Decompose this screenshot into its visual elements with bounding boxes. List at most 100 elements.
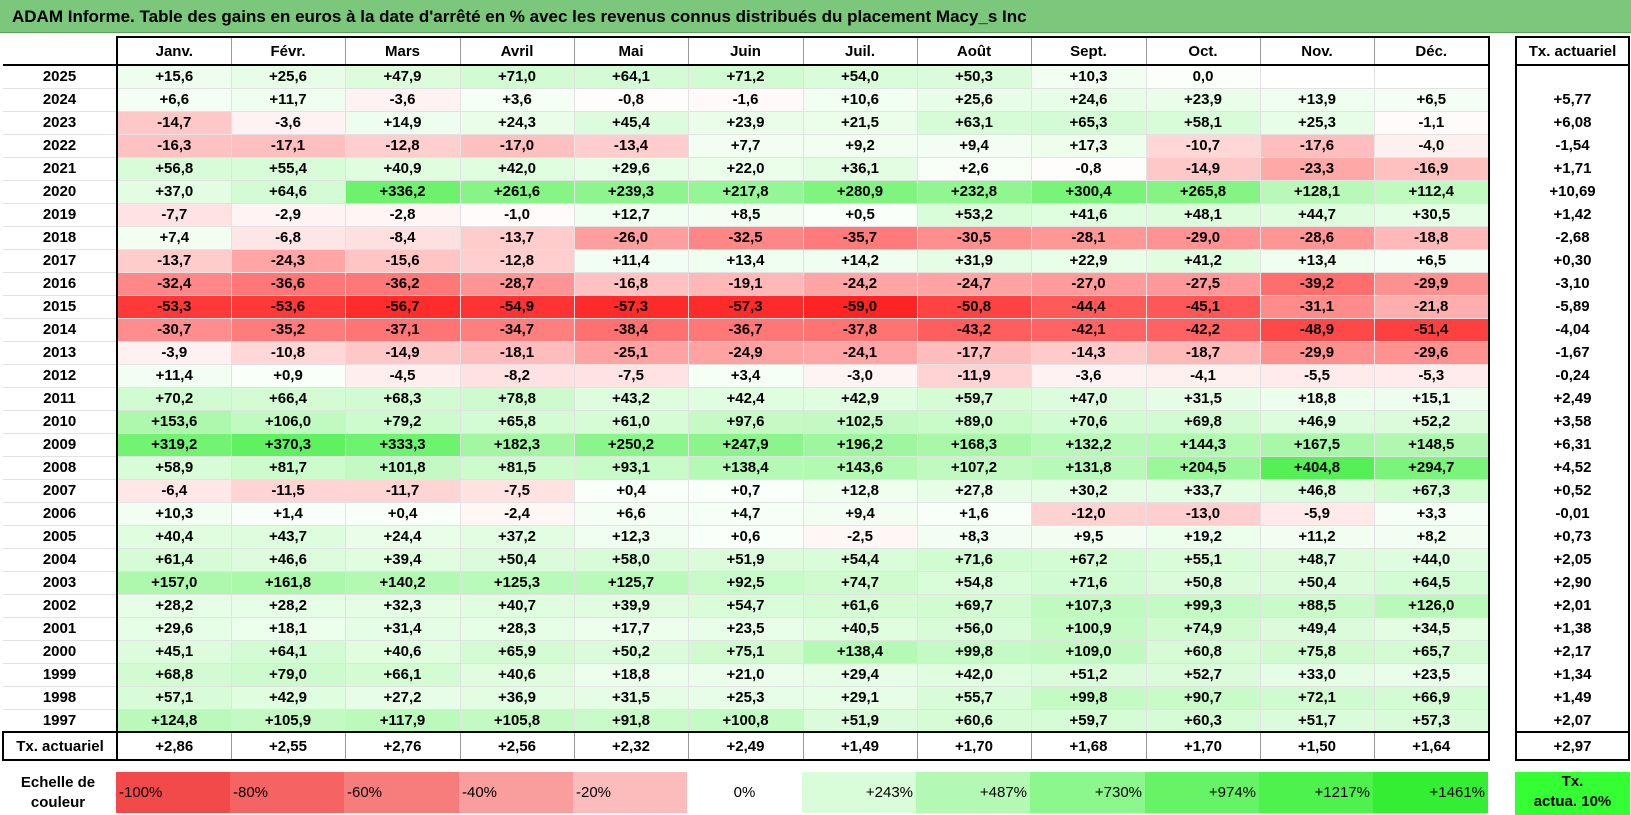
footer-rate-cell: +2,55 — [231, 732, 346, 761]
gain-cell: -3,6 — [345, 88, 461, 112]
gain-cell: -1,0 — [460, 203, 575, 227]
gain-cell: +0,4 — [574, 479, 689, 503]
gain-cell: +14,2 — [803, 249, 918, 273]
gain-cell: +204,5 — [1146, 456, 1261, 480]
gain-cell: +54,8 — [917, 571, 1032, 595]
gain-cell: +54,4 — [803, 548, 918, 572]
gain-cell: -13,7 — [460, 226, 575, 250]
gain-cell: +157,0 — [117, 571, 232, 595]
gain-cell: +107,3 — [1031, 594, 1147, 618]
gain-cell: -0,8 — [574, 88, 689, 112]
table-row: 2007 -6,4 -11,5 -11,7 -7,5 +0,4 +0,7 +12,8 +27,8… — [3, 479, 1490, 503]
gain-cell: -43,2 — [917, 318, 1032, 342]
gain-cell: +232,8 — [917, 180, 1032, 204]
month-header: Juil. — [803, 36, 918, 66]
gain-cell: +11,7 — [231, 88, 346, 112]
gain-cell: +42,0 — [917, 663, 1032, 687]
year-cell: 2014 — [3, 318, 118, 342]
gain-cell: +300,4 — [1031, 180, 1147, 204]
gain-cell: -15,6 — [345, 249, 461, 273]
gain-cell: +109,0 — [1031, 640, 1147, 664]
gain-cell: +81,7 — [231, 456, 346, 480]
gain-cell: -11,7 — [345, 479, 461, 503]
gain-cell: -28,1 — [1031, 226, 1147, 250]
gain-cell: +27,8 — [917, 479, 1032, 503]
year-rate-cell: +0,30 — [1515, 249, 1630, 272]
year-cell: 1997 — [3, 709, 118, 733]
gain-cell: -2,9 — [231, 203, 346, 227]
gain-cell: +250,2 — [574, 433, 689, 457]
gain-cell: +81,5 — [460, 456, 575, 480]
gain-cell: +15,1 — [1374, 387, 1490, 411]
year-rate-cell: +1,71 — [1515, 157, 1630, 180]
year-rate-cell: -2,68 — [1515, 226, 1630, 249]
gain-cell: -4,5 — [345, 364, 461, 388]
gain-cell: +39,4 — [345, 548, 461, 572]
gain-cell: -28,7 — [460, 272, 575, 296]
gain-cell: +88,5 — [1260, 594, 1375, 618]
gain-cell: +7,4 — [117, 226, 232, 250]
gain-cell: +168,3 — [917, 433, 1032, 457]
year-rate-cell: -5,89 — [1515, 295, 1630, 318]
gain-cell: +65,9 — [460, 640, 575, 664]
gain-cell: -29,9 — [1260, 341, 1375, 365]
year-rate-cell: -4,04 — [1515, 318, 1630, 341]
gain-cell: -6,4 — [117, 479, 232, 503]
table-row: 2025 +15,6 +25,6 +47,9 +71,0 +64,1 +71,2 +54,0 +… — [3, 65, 1490, 89]
gain-cell: +64,1 — [574, 65, 689, 89]
gain-cell: -32,5 — [688, 226, 804, 250]
table-row: 2001 +29,6 +18,1 +31,4 +28,3 +17,7 +23,5 +40,5 +… — [3, 617, 1490, 641]
gain-cell: +336,2 — [345, 180, 461, 204]
gain-cell: +46,6 — [231, 548, 346, 572]
gain-cell: +6,6 — [574, 502, 689, 526]
gain-cell: -7,7 — [117, 203, 232, 227]
gain-cell: +42,4 — [688, 387, 804, 411]
report-title: ADAM Informe. Table des gains en euros à… — [0, 0, 1631, 33]
gain-cell: +45,4 — [574, 111, 689, 135]
gain-cell: +18,8 — [574, 663, 689, 687]
year-rate-cell: +2,07 — [1515, 709, 1630, 733]
gain-cell: +0,5 — [803, 203, 918, 227]
gain-cell: +75,8 — [1260, 640, 1375, 664]
gain-cell: -42,1 — [1031, 318, 1147, 342]
year-rate-cell: -0,24 — [1515, 364, 1630, 387]
gain-cell: +29,1 — [803, 686, 918, 710]
year-cell: 2007 — [3, 479, 118, 503]
table-row: 2003 +157,0 +161,8 +140,2 +125,3 +125,7 +92,5 +… — [3, 571, 1490, 595]
year-rate-cell: +1,38 — [1515, 617, 1630, 640]
gain-cell: +23,5 — [1374, 663, 1490, 687]
year-rate-cell: +2,49 — [1515, 387, 1630, 410]
gain-cell: +31,5 — [1146, 387, 1261, 411]
year-cell: 2025 — [3, 65, 118, 89]
gain-cell: -36,6 — [231, 272, 346, 296]
year-cell: 2015 — [3, 295, 118, 319]
table-row: 2015 -53,3 -53,6 -56,7 -54,9 -57,3 -57,3 -59,0-… — [3, 295, 1490, 319]
gain-cell: -34,7 — [460, 318, 575, 342]
gain-cell: -19,1 — [688, 272, 804, 296]
year-cell: 2012 — [3, 364, 118, 388]
gain-cell: +12,3 — [574, 525, 689, 549]
month-header: Juin — [688, 36, 804, 66]
gain-cell: +6,6 — [117, 88, 232, 112]
legend-swatch: 0% — [687, 772, 802, 813]
gain-cell: +48,7 — [1260, 548, 1375, 572]
year-rate-cell: -1,67 — [1515, 341, 1630, 364]
gain-cell: +33,0 — [1260, 663, 1375, 687]
legend-rate-line2: actua. 10% — [1533, 793, 1612, 810]
legend-swatch: -40% — [459, 772, 573, 813]
gain-cell: +107,2 — [917, 456, 1032, 480]
gain-cell: +91,8 — [574, 709, 689, 733]
footer-rate-cell: +2,49 — [688, 732, 804, 761]
gain-cell: +144,3 — [1146, 433, 1261, 457]
gain-cell: +68,3 — [345, 387, 461, 411]
gain-cell: +22,9 — [1031, 249, 1147, 273]
legend-swatch: +1217% — [1259, 772, 1373, 813]
gain-cell: +10,3 — [1031, 65, 1147, 89]
gain-cell: +24,6 — [1031, 88, 1147, 112]
legend-swatch: +730% — [1030, 772, 1145, 813]
gain-cell: +27,2 — [345, 686, 461, 710]
gain-cell: +404,8 — [1260, 456, 1375, 480]
legend-label: Echelle de couleur — [2, 770, 114, 815]
year-cell: 2009 — [3, 433, 118, 457]
gain-cell: -53,6 — [231, 295, 346, 319]
